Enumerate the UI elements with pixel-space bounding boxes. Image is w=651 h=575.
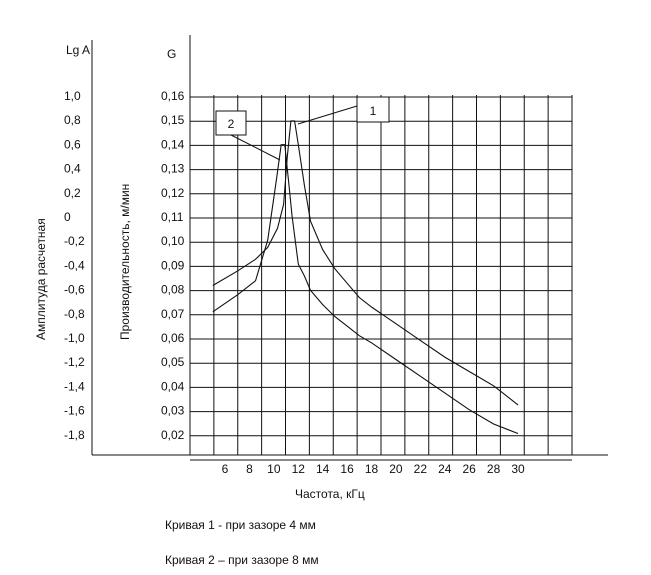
callout-box-1 (356, 96, 390, 123)
left-tick-label: 1,0 (64, 89, 81, 103)
right-tick-label: 0,05 (161, 355, 185, 369)
left-tick-label: 0,8 (64, 113, 81, 127)
left-tick-label: 0,4 (64, 162, 81, 176)
left-tick-label: 0,6 (64, 137, 81, 151)
left-tick-label: -1,2 (64, 355, 85, 369)
callout-label-2: 2 (228, 117, 235, 131)
series-curve-1 (212, 120, 519, 406)
right-tick-label: 0,06 (161, 331, 185, 345)
x-tick-label: 8 (246, 462, 253, 476)
x-tick-label: 14 (316, 462, 330, 476)
left-tick-label: -0,4 (64, 258, 85, 272)
x-tick-label: 26 (462, 462, 476, 476)
x-tick-label: 18 (365, 462, 379, 476)
callouts: 12 (215, 96, 390, 161)
right-axis-ticks: 0,16 0,15 0,14 0,13 0,12 0,11 0,10 0,09 0,08 0,07… (161, 89, 185, 442)
left-tick-label: -1,8 (64, 428, 85, 442)
x-axis-ticks: 6 8 10 12 14 16 18 20 22 24 26 28 30 (222, 462, 525, 476)
left-axis-label: Lg A (66, 43, 90, 57)
x-tick-label: 22 (414, 462, 428, 476)
right-tick-label: 0,11 (161, 210, 184, 224)
x-tick-label: 30 (511, 462, 525, 476)
caption-curve-2: Кривая 2 – при зазоре 8 мм (165, 553, 319, 567)
right-axis-label: G (167, 47, 176, 61)
x-tick-label: 16 (340, 462, 354, 476)
callout-leader-2 (230, 134, 281, 161)
left-tick-label: -1,0 (64, 331, 85, 345)
right-tick-label: 0,02 (161, 428, 185, 442)
x-tick-label: 24 (438, 462, 452, 476)
right-tick-label: 0,16 (161, 89, 185, 103)
grid (189, 95, 573, 461)
x-tick-label: 6 (222, 462, 229, 476)
left-tick-label: -0,8 (64, 307, 85, 321)
x-tick-label: 10 (267, 462, 281, 476)
left-tick-label: 0,2 (64, 186, 81, 200)
callout-box-2 (215, 110, 247, 136)
left-tick-label: -0,6 (64, 283, 85, 297)
callout-label-1: 1 (370, 104, 377, 118)
right-tick-label: 0,15 (161, 113, 185, 127)
x-tick-label: 12 (292, 462, 306, 476)
right-tick-label: 0,08 (161, 283, 185, 297)
x-axis-title: Частота, кГц (295, 487, 365, 501)
right-tick-label: 0,03 (161, 404, 185, 418)
series-curve-2 (212, 144, 519, 435)
left-axis-ticks: 1,0 0,8 0,6 0,4 0,2 0 -0,2 -0,4 -0,6 -0,8 -1,0 -1,2… (64, 89, 85, 442)
right-tick-label: 0,13 (161, 162, 185, 176)
right-tick-label: 0,10 (161, 234, 185, 248)
right-tick-label: 0,09 (161, 258, 185, 272)
left-tick-label: 0 (64, 210, 71, 224)
left-tick-label: -1,6 (64, 404, 85, 418)
right-tick-label: 0,14 (161, 137, 185, 151)
left-axis-title: Амплитуда расчетная (34, 218, 48, 340)
series-group (212, 120, 519, 435)
caption-curve-1: Кривая 1 - при зазоре 4 мм (165, 518, 316, 532)
x-tick-label: 28 (487, 462, 501, 476)
right-tick-label: 0,12 (161, 186, 185, 200)
x-tick-label: 20 (389, 462, 403, 476)
right-tick-label: 0,04 (161, 379, 185, 393)
right-tick-label: 0,07 (161, 307, 185, 321)
left-tick-label: -1,4 (64, 379, 85, 393)
callout-leader-1 (297, 105, 358, 125)
left-tick-label: -0,2 (64, 234, 85, 248)
right-axis-title: Производительность, м/мин (118, 184, 132, 340)
